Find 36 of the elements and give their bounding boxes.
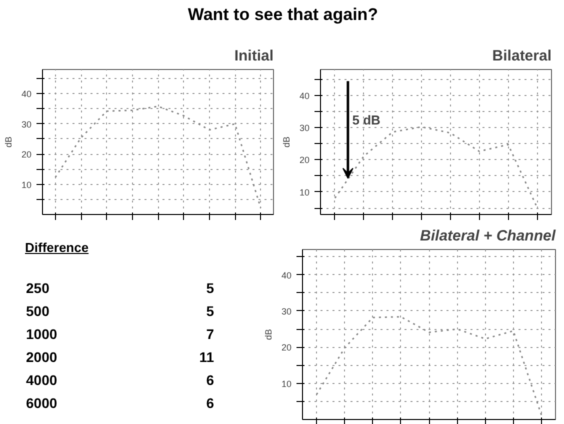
text: 250 [25, 279, 50, 298]
chart-title: Bilateral [492, 48, 552, 64]
y-axis-title: dB [281, 136, 292, 148]
y-tick-label: 20 [299, 155, 310, 166]
chart-title: Initial [234, 48, 274, 64]
y-tick-label: 20 [21, 150, 32, 160]
y-axis-title: dB [263, 328, 274, 340]
y-tick-label: 40 [281, 270, 292, 280]
line-series [334, 126, 538, 208]
line-series [316, 316, 542, 416]
y-tick-label: 10 [299, 187, 310, 198]
y-tick-label: 30 [21, 119, 32, 130]
y-axis-title: dB [3, 136, 14, 148]
text: 2000 [25, 348, 58, 367]
y-tick-label: 30 [299, 123, 310, 133]
y-tick-label: 40 [21, 89, 32, 100]
text: 6 [205, 394, 215, 413]
y-tick-label: 40 [299, 90, 310, 101]
text: Difference [25, 240, 90, 255]
text: 6 [205, 371, 215, 390]
text: 6000 [25, 394, 58, 413]
text: 500 [25, 302, 50, 321]
text: 1000 [25, 325, 58, 344]
y-tick-label: 20 [281, 342, 292, 353]
y-tick-label: 30 [281, 306, 292, 316]
text: 11 [198, 348, 215, 367]
text: 5 [205, 302, 215, 321]
text: Want to see that again? [186, 5, 380, 25]
chart-title: Bilateral + Channel [420, 228, 556, 244]
line-series [54, 106, 262, 209]
text: 4000 [25, 371, 58, 390]
text: 7 [205, 325, 215, 344]
y-tick-label: 10 [281, 378, 292, 389]
text: 5 [205, 279, 215, 298]
annotation: 5 dB [352, 112, 380, 128]
y-tick-label: 10 [21, 180, 32, 190]
